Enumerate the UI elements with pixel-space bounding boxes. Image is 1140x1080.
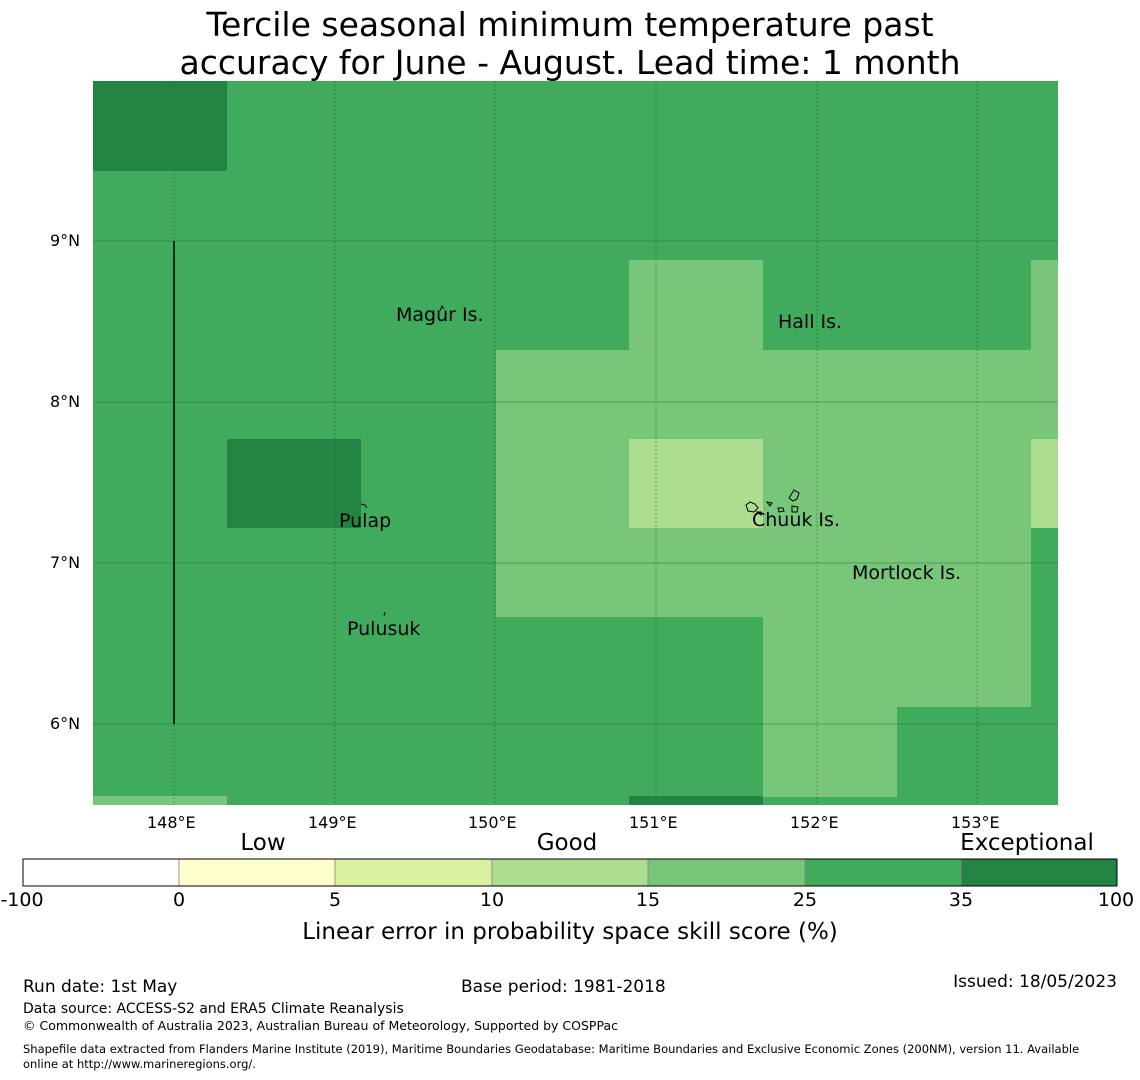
- colorbar-tick-label: 35: [948, 889, 974, 911]
- colorbar-swatch: [22, 858, 180, 887]
- colorbar-tick-label: 5: [328, 889, 342, 911]
- lat-label: 7°N: [50, 553, 81, 572]
- colorbar-tick-label: 100: [1097, 889, 1135, 911]
- colorbar-axis-label: Linear error in probability space skill …: [302, 919, 838, 945]
- copyright: © Commonwealth of Australia 2023, Austra…: [23, 1018, 618, 1033]
- cell-light-2: [496, 350, 1031, 617]
- cell-lighter-east: [1031, 439, 1058, 528]
- lon-label: 148°E: [147, 813, 196, 832]
- colorbar-swatch: [334, 858, 493, 887]
- place-label: Hall Is.: [778, 311, 843, 333]
- map-title-line-1: Tercile seasonal minimum temperature pas…: [206, 5, 934, 44]
- colorbar-swatch: [647, 858, 806, 887]
- lon-label: 152°E: [790, 813, 839, 832]
- colorbar-swatch: [960, 858, 1118, 887]
- cell-light-3: [763, 617, 1031, 707]
- cell-light-4: [763, 707, 897, 797]
- lon-label: 151°E: [629, 813, 678, 832]
- map-title-line-2: accuracy for June - August. Lead time: 1…: [179, 43, 961, 82]
- place-label: Mortlock Is.: [852, 562, 962, 584]
- colorbar-swatch: [491, 858, 649, 887]
- cell-dark-nw: [93, 81, 227, 171]
- base-period: Base period: 1981-2018: [461, 977, 666, 997]
- cell-light-6: [93, 796, 227, 805]
- lon-label: 150°E: [468, 813, 517, 832]
- cell-light-1: [629, 260, 763, 350]
- colorbar-tick-label: 0: [172, 889, 186, 911]
- colorbar-category-label: Exceptional: [960, 830, 1094, 856]
- lat-label: 6°N: [50, 714, 81, 733]
- colorbar-category-label: Low: [240, 830, 286, 856]
- graticule: [93, 81, 1058, 805]
- colorbar-swatches: [22, 858, 1118, 887]
- cell-lighter-chuuk: [629, 439, 763, 528]
- colorbar-tick-label: 25: [792, 889, 818, 911]
- place-label: Chuuk Is.: [752, 509, 840, 531]
- place-label: Magur Is.: [396, 304, 484, 326]
- island-outlines: [360, 304, 800, 617]
- issued-date: Issued: 18/05/2023: [953, 972, 1117, 992]
- colorbar-swatch: [804, 858, 962, 887]
- lon-label: 149°E: [308, 813, 357, 832]
- lat-label: 8°N: [50, 392, 81, 411]
- place-label: Pulap: [339, 510, 392, 532]
- colorbar-category-label: Good: [536, 830, 598, 856]
- lon-label: 153°E: [951, 813, 1000, 832]
- map-grid-cells: [93, 81, 1058, 805]
- place-label: Pulusuk: [347, 618, 421, 640]
- run-date: Run date: 1st May: [23, 977, 178, 997]
- shapefile-credit-line-1: Shapefile data extracted from Flanders M…: [23, 1042, 1080, 1056]
- cell-dark-bottom: [629, 796, 763, 805]
- colorbar-frame: [22, 858, 1118, 887]
- lat-label: 9°N: [50, 231, 81, 250]
- colorbar-tick-label: 10: [479, 889, 505, 911]
- colorbar-tick-label: 15: [635, 889, 661, 911]
- cell-dark-pulap: [227, 439, 361, 528]
- data-source: Data source: ACCESS-S2 and ERA5 Climate …: [23, 1001, 404, 1017]
- colorbar-swatch: [178, 858, 336, 887]
- shapefile-credit-line-2: online at http://www.marineregions.org/.: [23, 1057, 256, 1071]
- colorbar-tick-label: -100: [0, 889, 44, 911]
